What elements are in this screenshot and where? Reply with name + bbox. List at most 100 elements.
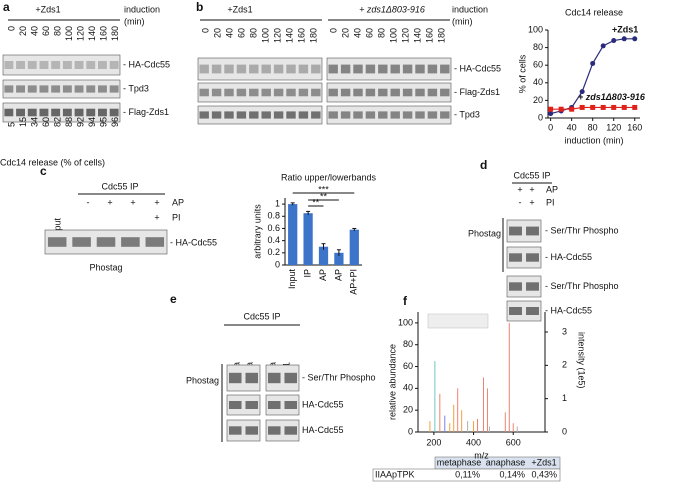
band — [440, 111, 450, 119]
timepoint: 60 — [364, 28, 374, 38]
x-tick-label: AP — [333, 269, 343, 281]
y-tick-label: 100 — [528, 24, 543, 34]
band — [109, 85, 119, 93]
band — [72, 237, 91, 247]
sign: + — [529, 197, 534, 207]
band — [415, 111, 425, 119]
band — [328, 111, 338, 119]
y-tick-label: 100 — [398, 317, 413, 327]
y-tick-label: 0.2 — [267, 247, 280, 257]
bar — [303, 213, 313, 265]
band — [98, 61, 107, 69]
band — [96, 237, 116, 247]
sign: - — [87, 197, 90, 207]
band — [284, 401, 298, 409]
table-cell: 0,14% — [499, 469, 525, 479]
band — [74, 61, 84, 69]
band — [228, 426, 242, 435]
sign: + — [154, 212, 159, 222]
band — [27, 85, 37, 93]
blot-label: - Tpd3 — [123, 83, 149, 93]
band — [74, 85, 84, 93]
band — [51, 85, 61, 93]
blot — [197, 57, 323, 81]
band — [402, 111, 413, 119]
x-tick-label: 400 — [466, 437, 481, 447]
x-tick-label: IP — [302, 269, 312, 278]
band — [311, 64, 321, 74]
band — [298, 111, 309, 119]
band — [109, 108, 119, 117]
band — [273, 64, 284, 74]
band — [245, 401, 259, 409]
band — [211, 111, 222, 119]
y-tick-label: 0 — [275, 259, 280, 269]
y-tick-label: 80 — [403, 339, 413, 349]
blot — [326, 57, 452, 81]
y-tick-label: 0 — [408, 426, 413, 436]
band — [224, 64, 234, 74]
release-value: 34 — [29, 117, 39, 127]
timepoint: 180 — [436, 28, 446, 43]
band — [236, 111, 247, 119]
x-tick-label: 0 — [548, 122, 553, 132]
ip-label: Cdc55 IP — [243, 311, 280, 321]
y-tick-label: 20 — [403, 405, 413, 415]
blot — [197, 105, 323, 125]
panel-letter: b — [196, 0, 203, 14]
band — [378, 88, 388, 97]
band — [4, 85, 14, 93]
band — [311, 88, 321, 97]
blot-label: - HA-Cdc55 — [123, 59, 170, 69]
band — [427, 64, 438, 74]
band — [261, 88, 271, 97]
bar — [288, 204, 298, 265]
band — [440, 88, 450, 97]
y2-tick-label: 2 — [562, 360, 567, 370]
band — [353, 64, 363, 74]
timepoint: 100 — [388, 28, 398, 43]
sign: + — [130, 197, 135, 207]
timepoint: 100 — [260, 28, 270, 43]
x-tick-label: 120 — [606, 122, 621, 132]
blot-label: - HA-Cdc55 — [545, 252, 592, 262]
band — [526, 307, 539, 315]
blot — [506, 246, 542, 269]
x-tick-label: 80 — [588, 122, 598, 132]
point — [632, 36, 638, 42]
band — [245, 426, 259, 435]
band — [224, 88, 234, 97]
blot-label: - HA-Cdc55 — [170, 237, 217, 247]
band — [224, 111, 234, 119]
point — [548, 106, 554, 112]
blot — [226, 419, 261, 442]
release-value: 94 — [87, 117, 97, 127]
sign: + — [517, 184, 522, 194]
blot-label: - Ser/Thr Phospho — [545, 225, 619, 235]
blot-label: - HA-Cdc55 — [545, 305, 592, 315]
band — [365, 88, 376, 97]
band — [286, 111, 296, 119]
point — [621, 104, 627, 110]
band — [267, 426, 281, 435]
y-tick-label: 40 — [403, 383, 413, 393]
x-tick-label: 600 — [506, 437, 521, 447]
sign: - — [519, 197, 522, 207]
panel-letter: e — [170, 292, 177, 306]
y-tick-label: 20 — [533, 95, 543, 105]
band — [378, 64, 388, 74]
gel-label: Phostag — [89, 262, 122, 272]
band — [199, 111, 209, 119]
blot-label: HA-Cdc55 — [302, 399, 344, 409]
bar — [318, 246, 329, 265]
timepoint: 140 — [87, 26, 97, 41]
y-axis-label: % of cells — [517, 54, 527, 93]
panel-letter: f — [403, 294, 408, 308]
band — [378, 111, 388, 119]
band — [509, 226, 522, 236]
timepoint: 60 — [236, 28, 246, 38]
point — [590, 104, 596, 110]
band — [98, 85, 107, 93]
table-header-cell: metaphase — [437, 457, 482, 467]
band — [4, 108, 14, 117]
